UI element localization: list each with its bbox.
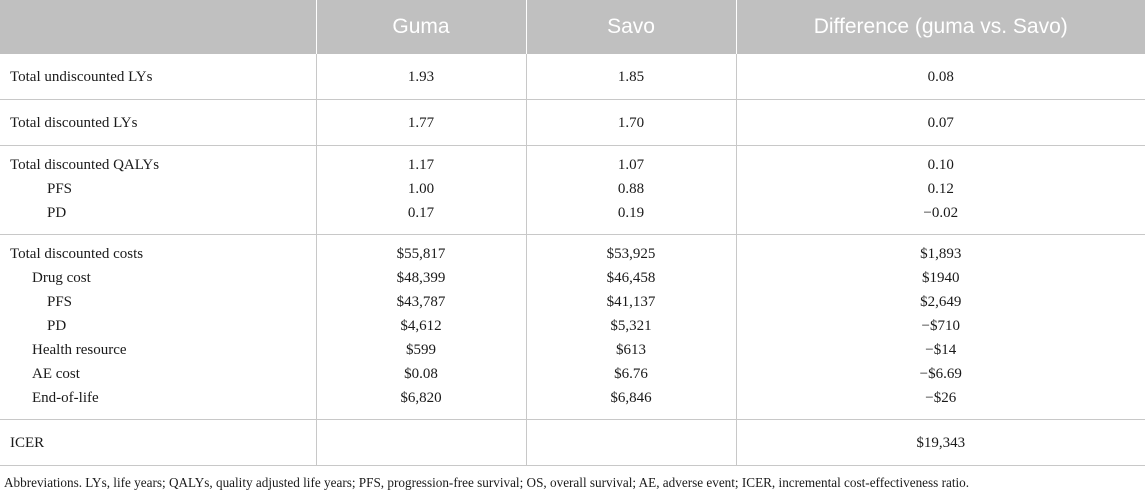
difference-value: −$710 [737, 314, 1145, 338]
savo-value: 1.07 [527, 153, 736, 177]
difference-value: $1,893 [737, 242, 1145, 266]
row-label: Health resource [0, 338, 316, 362]
difference-value: 0.10 [737, 153, 1145, 177]
guma-value [317, 431, 526, 455]
difference-value: 0.08 [737, 65, 1145, 89]
savo-value: $613 [527, 338, 736, 362]
row-label: Total undiscounted LYs [0, 65, 316, 89]
savo-value: 1.85 [527, 65, 736, 89]
row-label: Drug cost [0, 266, 316, 290]
table-row-icer: ICER $19,343 [0, 420, 1145, 466]
table-row-group-qalys: Total discounted QALYs PFS PD 1.17 1.00 … [0, 146, 1145, 235]
difference-cell: 0.10 0.12 −0.02 [736, 146, 1145, 235]
header-guma: Guma [316, 0, 526, 54]
guma-value: $0.08 [317, 362, 526, 386]
row-label: PD [0, 314, 316, 338]
savo-cell: 1.85 [526, 54, 736, 100]
row-label-cell: Total discounted costs Drug cost PFS PD … [0, 235, 316, 420]
savo-value: 0.19 [527, 201, 736, 225]
row-label: PFS [0, 177, 316, 201]
difference-value: −0.02 [737, 201, 1145, 225]
row-label-cell: Total discounted LYs [0, 100, 316, 146]
difference-value: $19,343 [737, 431, 1145, 455]
savo-cell [526, 420, 736, 466]
row-label: Total discounted LYs [0, 111, 316, 135]
guma-cell: $55,817 $48,399 $43,787 $4,612 $599 $0.0… [316, 235, 526, 420]
row-label: AE cost [0, 362, 316, 386]
guma-value: $43,787 [317, 290, 526, 314]
difference-value: 0.12 [737, 177, 1145, 201]
difference-cell: 0.07 [736, 100, 1145, 146]
savo-value: $41,137 [527, 290, 736, 314]
row-label: End-of-life [0, 386, 316, 410]
savo-value: 1.70 [527, 111, 736, 135]
savo-value: $6.76 [527, 362, 736, 386]
guma-cell: 1.17 1.00 0.17 [316, 146, 526, 235]
row-label: ICER [0, 431, 316, 455]
difference-value: −$6.69 [737, 362, 1145, 386]
savo-cell: 1.70 [526, 100, 736, 146]
savo-value: $46,458 [527, 266, 736, 290]
table-header-row: Guma Savo Difference (guma vs. Savo) [0, 0, 1145, 54]
header-difference: Difference (guma vs. Savo) [736, 0, 1145, 54]
row-label: Total discounted QALYs [0, 153, 316, 177]
header-label-column [0, 0, 316, 54]
savo-cell: 1.07 0.88 0.19 [526, 146, 736, 235]
guma-value: 0.17 [317, 201, 526, 225]
guma-value: 1.93 [317, 65, 526, 89]
guma-value: $4,612 [317, 314, 526, 338]
cost-effectiveness-table: Guma Savo Difference (guma vs. Savo) Tot… [0, 0, 1145, 466]
row-label-cell: Total undiscounted LYs [0, 54, 316, 100]
guma-cell: 1.93 [316, 54, 526, 100]
header-savo: Savo [526, 0, 736, 54]
table-row: Total undiscounted LYs 1.93 1.85 0.08 [0, 54, 1145, 100]
difference-value: $2,649 [737, 290, 1145, 314]
guma-value: $55,817 [317, 242, 526, 266]
table-row-group-costs: Total discounted costs Drug cost PFS PD … [0, 235, 1145, 420]
guma-value: 1.17 [317, 153, 526, 177]
savo-value: $6,846 [527, 386, 736, 410]
difference-cell: $19,343 [736, 420, 1145, 466]
difference-value: 0.07 [737, 111, 1145, 135]
savo-value: $5,321 [527, 314, 736, 338]
guma-value: $6,820 [317, 386, 526, 410]
savo-value: 0.88 [527, 177, 736, 201]
difference-value: −$14 [737, 338, 1145, 362]
row-label: PFS [0, 290, 316, 314]
guma-value: $599 [317, 338, 526, 362]
difference-value: $1940 [737, 266, 1145, 290]
table-footnote: Abbreviations. LYs, life years; QALYs, q… [0, 466, 1145, 491]
guma-value: $48,399 [317, 266, 526, 290]
guma-value: 1.00 [317, 177, 526, 201]
row-label-cell: ICER [0, 420, 316, 466]
table-row: Total discounted LYs 1.77 1.70 0.07 [0, 100, 1145, 146]
savo-value [527, 431, 736, 455]
savo-cell: $53,925 $46,458 $41,137 $5,321 $613 $6.7… [526, 235, 736, 420]
guma-cell [316, 420, 526, 466]
guma-value: 1.77 [317, 111, 526, 135]
row-label-cell: Total discounted QALYs PFS PD [0, 146, 316, 235]
difference-cell: $1,893 $1940 $2,649 −$710 −$14 −$6.69 −$… [736, 235, 1145, 420]
row-label: PD [0, 201, 316, 225]
savo-value: $53,925 [527, 242, 736, 266]
difference-cell: 0.08 [736, 54, 1145, 100]
guma-cell: 1.77 [316, 100, 526, 146]
difference-value: −$26 [737, 386, 1145, 410]
row-label: Total discounted costs [0, 242, 316, 266]
